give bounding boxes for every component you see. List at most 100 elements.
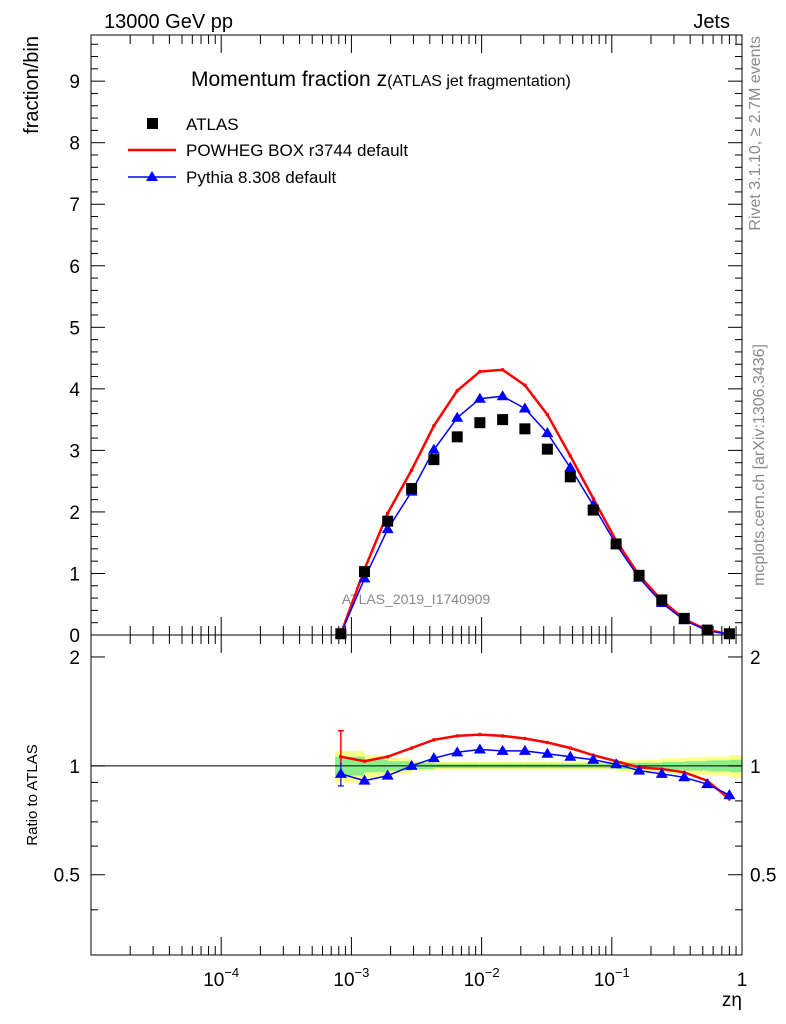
ratio-powheg-point xyxy=(385,754,390,759)
atlas-point xyxy=(610,538,622,550)
powheg-point xyxy=(409,468,414,472)
ratio-powheg-point xyxy=(362,759,367,764)
ratio-pythia-point xyxy=(678,771,691,782)
ratio-powheg-point xyxy=(432,738,436,742)
powheg-point xyxy=(568,454,573,458)
ratio-x-axis: 10−4 10−3 10−2 10−1 1 xyxy=(90,635,747,991)
pythia-point xyxy=(496,390,509,401)
y-axis-label-main: fraction/bin xyxy=(21,36,43,134)
ratio-pythia-point xyxy=(518,744,531,755)
pythia-point xyxy=(541,427,554,438)
atlas-point xyxy=(633,569,645,581)
atlas-point xyxy=(678,612,690,624)
powheg-point xyxy=(591,496,596,501)
ratio-pythia-point xyxy=(610,758,623,769)
legend: ATLAS POWHEG BOX r3744 default Pythia 8.… xyxy=(128,115,408,187)
ratio-pythia-point xyxy=(633,764,646,775)
x-axis-label: zη xyxy=(722,990,742,1011)
powheg-point xyxy=(478,369,482,374)
powheg-point xyxy=(455,388,460,393)
ratio-plot-panel: 0.5 0.5 1 1 2 2 10−4 10−3 10−2 10−1 1 Ratio to AT… xyxy=(24,634,776,1011)
y-tick-label: 2 xyxy=(69,503,80,524)
legend-label-atlas: ATLAS xyxy=(186,115,239,134)
atlas-point xyxy=(451,431,463,443)
ratio-y-tick-label-right: 1 xyxy=(750,757,761,778)
ratio-pythia-point xyxy=(334,767,347,778)
main-x-axis xyxy=(90,35,743,635)
ratio-pythia-point xyxy=(496,744,509,755)
atlas-point xyxy=(723,628,735,640)
ratio-pythia-point xyxy=(358,774,371,785)
atlas-point xyxy=(406,483,418,495)
ratio-y-axis: 0.5 0.5 1 1 2 2 xyxy=(54,648,776,911)
y-tick-label: 9 xyxy=(69,72,80,93)
ratio-y-tick-label-right: 2 xyxy=(750,648,761,669)
ratio-powheg-point xyxy=(478,732,482,737)
ratio-pythia-point xyxy=(587,753,600,764)
ratio-powheg-point xyxy=(545,740,550,745)
mcplots-label: mcplots.cern.ch [arXiv:1306.3436] xyxy=(751,344,768,586)
main-series-group xyxy=(334,367,736,640)
pythia-point xyxy=(427,443,440,454)
pythia-point xyxy=(451,411,464,422)
y-tick-label: 3 xyxy=(69,441,80,462)
powheg-point xyxy=(500,367,505,372)
y-tick-label: 0 xyxy=(69,626,80,647)
atlas-point xyxy=(701,624,713,636)
powheg-point xyxy=(545,412,550,417)
legend-label-pythia: Pythia 8.308 default xyxy=(186,168,337,187)
ratio-powheg-line xyxy=(340,733,731,800)
atlas-point xyxy=(474,417,486,429)
legend-marker-atlas xyxy=(147,118,158,129)
legend-marker-pythia xyxy=(146,171,158,181)
ratio-y-tick-label: 2 xyxy=(69,648,80,669)
pythia-point xyxy=(518,402,531,413)
ratio-pythia-point xyxy=(541,747,554,758)
y-tick-label: 8 xyxy=(69,134,80,155)
pythia-point xyxy=(564,461,577,472)
legend-label-powheg: POWHEG BOX r3744 default xyxy=(186,141,408,160)
ratio-pythia-point xyxy=(381,769,394,780)
ratio-y-tick-label: 0.5 xyxy=(54,866,80,887)
main-y-axis: 0 1 2 3 4 5 6 7 8 9 xyxy=(69,43,742,647)
ratio-series-group xyxy=(334,730,736,801)
atlas-point xyxy=(358,566,370,578)
ratio-powheg-point xyxy=(523,736,527,741)
powheg-point xyxy=(523,383,527,387)
header-right: Jets xyxy=(693,11,730,33)
atlas-point xyxy=(382,515,394,527)
y-tick-label: 5 xyxy=(69,318,80,339)
ratio-pythia-point xyxy=(723,789,736,800)
pythia-point xyxy=(358,572,371,583)
pythia-point xyxy=(473,392,486,403)
ratio-pythia-point xyxy=(701,778,714,789)
atlas-point xyxy=(428,454,440,466)
ratio-powheg-point xyxy=(455,734,460,738)
powheg-point xyxy=(385,511,390,515)
pythia-point xyxy=(381,523,394,534)
ratio-pythia-point xyxy=(427,752,440,763)
ratio-pythia-point xyxy=(405,759,418,770)
ratio-powheg-point xyxy=(500,734,505,738)
ratio-pythia-point xyxy=(451,746,464,757)
ratio-pythia-point xyxy=(473,743,486,754)
plot-title-sub: (ATLAS jet fragmentation) xyxy=(387,73,571,90)
ratio-frame xyxy=(90,634,743,956)
powheg-point xyxy=(432,423,436,428)
atlas-point xyxy=(541,443,553,455)
x-tick-label: 10−4 xyxy=(203,965,239,991)
atlas-point xyxy=(497,414,509,426)
watermark: ATLAS_2019_I1740909 xyxy=(342,591,491,607)
y-tick-label: 4 xyxy=(69,380,80,401)
atlas-point xyxy=(519,423,531,435)
atlas-point xyxy=(335,628,347,640)
y-tick-label: 6 xyxy=(69,257,80,278)
ratio-pythia-point xyxy=(564,750,577,761)
rivet-label: Rivet 3.1.10, ≥ 2.7M events xyxy=(747,36,764,231)
x-tick-label: 10−1 xyxy=(594,965,630,991)
y-tick-label: 1 xyxy=(69,564,80,585)
atlas-point xyxy=(587,504,599,516)
ratio-powheg-point xyxy=(409,746,414,750)
ratio-y-tick-label: 1 xyxy=(69,757,80,778)
